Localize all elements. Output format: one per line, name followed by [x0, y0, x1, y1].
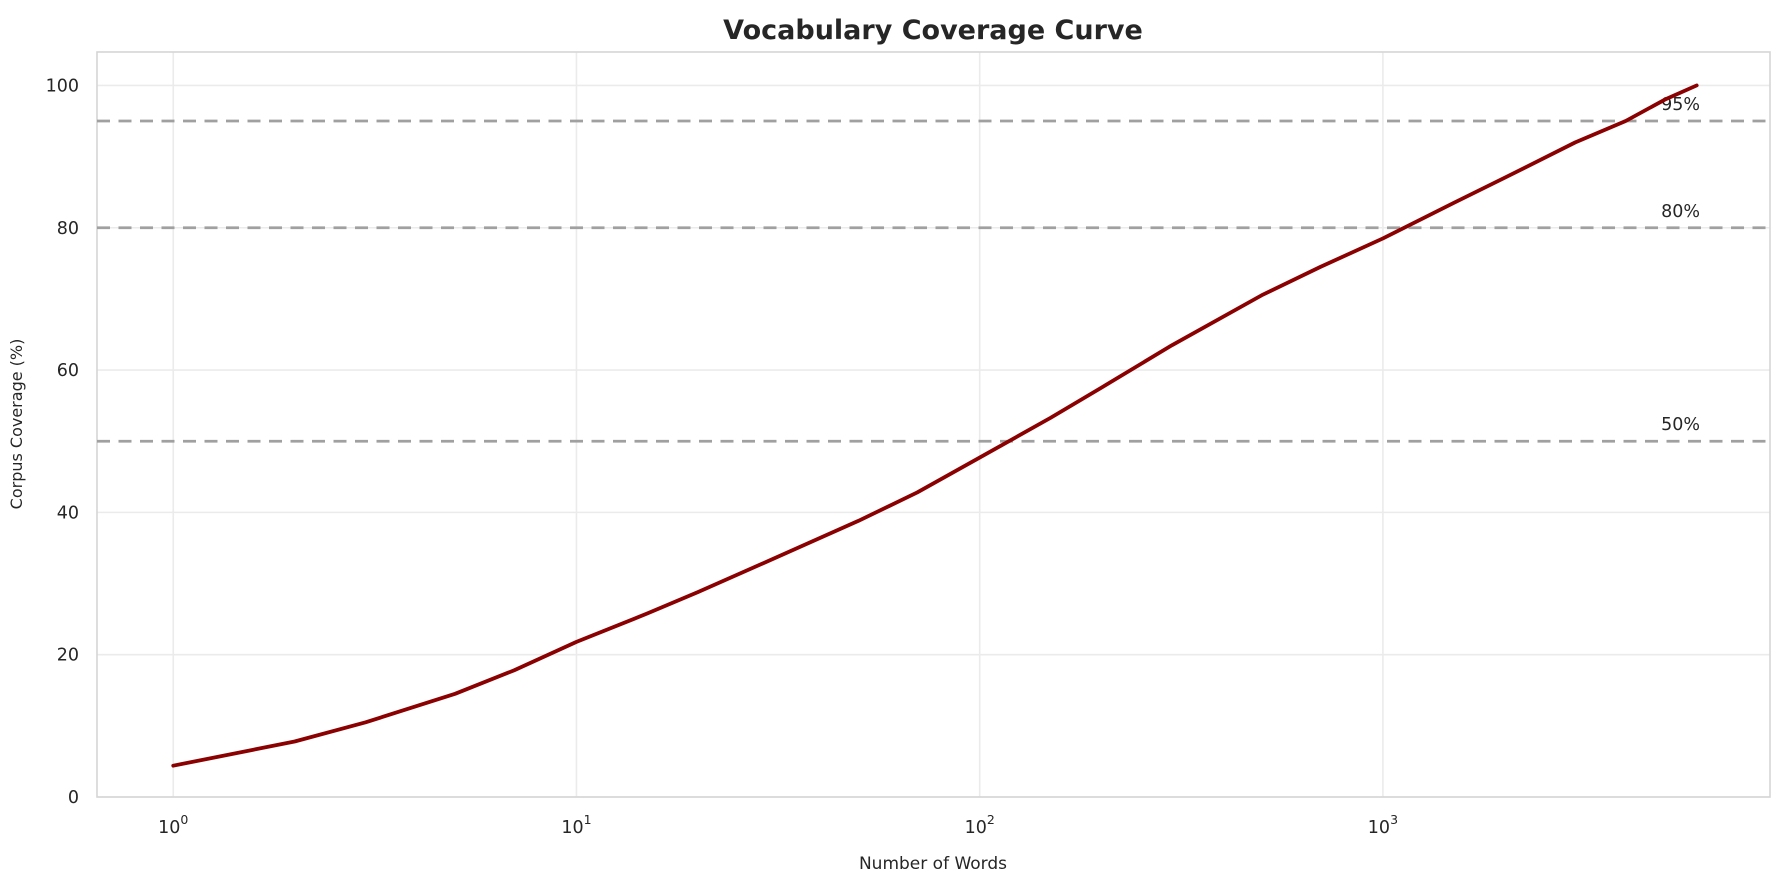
reference-lines-layer: 50% 80% 95% [97, 95, 1770, 443]
y-tick-label-60: 60 [57, 361, 79, 381]
x-tick-label-1000: 103 [1368, 812, 1398, 838]
x-tick-label-1: 100 [158, 812, 188, 838]
y-tick-label-80: 80 [57, 219, 79, 239]
x-tick-label-10: 101 [561, 812, 591, 838]
y-tick-label-20: 20 [57, 646, 79, 666]
tick-labels-layer: 0 20 40 60 80 100 100 101 102 103 [46, 76, 1398, 838]
y-tick-label-100: 100 [46, 76, 79, 96]
x-tick-label-100: 102 [965, 812, 995, 838]
reference-label-95: 95% [1661, 95, 1700, 115]
spines-layer [96, 51, 1771, 798]
y-axis-label: Corpus Coverage (%) [7, 339, 26, 510]
series-layer [171, 83, 1699, 768]
chart-title: Vocabulary Coverage Curve [723, 15, 1143, 46]
y-tick-label-40: 40 [57, 503, 79, 523]
reference-label-80: 80% [1661, 202, 1700, 222]
x-axis-label: Number of Words [859, 854, 1007, 874]
reference-label-50: 50% [1661, 415, 1700, 435]
grid-layer [97, 52, 1770, 798]
vocabulary-coverage-curve [171, 83, 1699, 768]
y-tick-label-0: 0 [68, 788, 79, 808]
plot-border [96, 51, 1771, 798]
